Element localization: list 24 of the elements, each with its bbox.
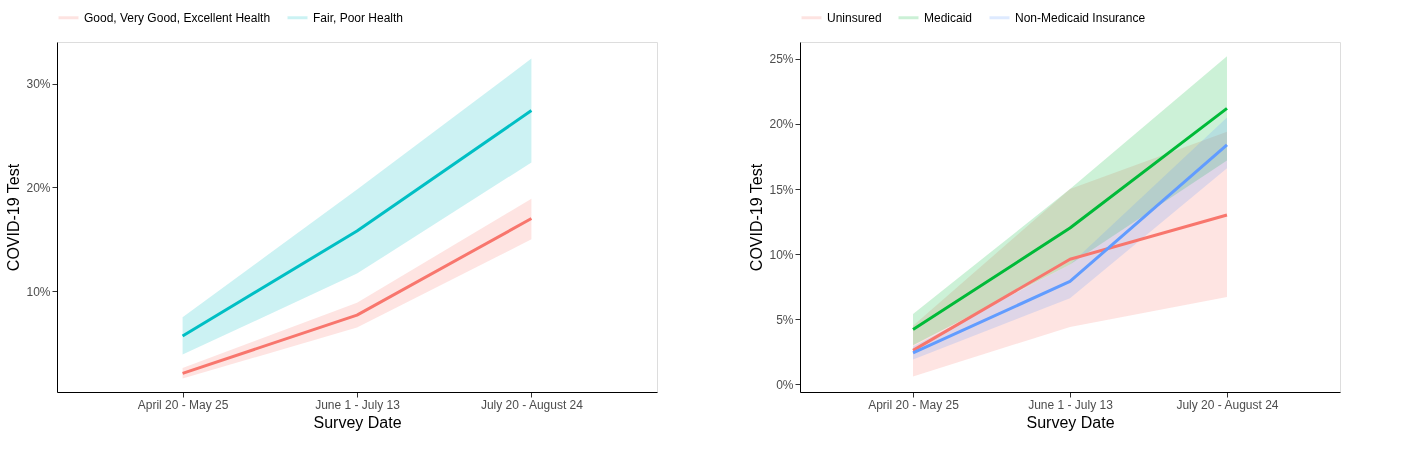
y-axis-title: COVID-19 Test: [748, 163, 766, 272]
legend-label: Fair, Poor Health: [313, 10, 404, 25]
y-tick-label: 10%: [26, 284, 51, 299]
x-axis-title: Survey Date: [313, 413, 402, 431]
y-tick-label: 20%: [769, 117, 794, 132]
y-tick-label: 25%: [769, 52, 794, 67]
x-tick-label: April 20 - May 25: [868, 397, 960, 412]
x-tick-label: April 20 - May 25: [137, 397, 229, 412]
x-tick-label: June 1 - July 13: [1028, 397, 1114, 412]
legend-label: Medicaid: [924, 10, 973, 25]
y-tick-label: 10%: [769, 247, 794, 262]
legend-label: Good, Very Good, Excellent Health: [84, 10, 271, 25]
y-tick-label: 20%: [26, 180, 51, 195]
y-tick-label: 15%: [769, 182, 794, 197]
x-tick-label: June 1 - July 13: [315, 397, 401, 412]
legend-label: Uninsured: [827, 10, 882, 25]
legend-label: Non-Medicaid Insurance: [1015, 10, 1146, 25]
y-tick-label: 0%: [776, 377, 794, 392]
y-tick-label: 5%: [776, 312, 794, 327]
y-tick-label: 30%: [26, 77, 51, 92]
x-tick-label: July 20 - August 24: [480, 397, 584, 412]
x-axis-title: Survey Date: [1026, 413, 1115, 431]
y-axis-title: COVID-19 Test: [5, 163, 23, 272]
x-tick-label: July 20 - August 24: [1176, 397, 1279, 412]
